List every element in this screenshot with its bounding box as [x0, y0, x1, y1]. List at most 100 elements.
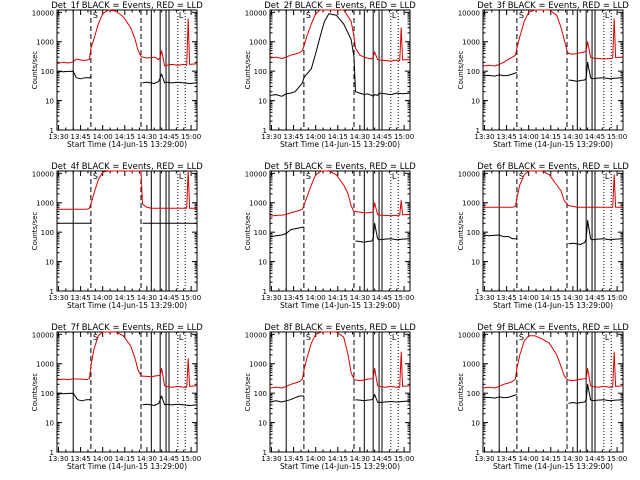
annotation-l: L — [392, 11, 397, 20]
x-tick-label: 15:00 — [607, 294, 627, 302]
plot-frame — [482, 170, 624, 292]
y-tick-label: 1 — [263, 449, 267, 457]
y-tick-label: 1000 — [249, 361, 267, 369]
x-tick-label: 14:30 — [350, 455, 370, 463]
x-tick-label: 14:45 — [372, 133, 392, 141]
x-tick-label: 13:45 — [496, 294, 516, 302]
lld-series-line — [269, 9, 411, 62]
y-tick-label: 1000 — [36, 39, 54, 47]
panel-title: Det_5f BLACK = Events, RED = LLD — [264, 162, 416, 172]
y-tick-label: 1 — [476, 288, 480, 296]
y-tick-label: 100 — [467, 68, 480, 76]
annotation-l: L — [392, 333, 397, 342]
y-axis-label: Counts/sec — [244, 51, 252, 90]
annotation-s: S — [93, 11, 98, 20]
y-tick-label: 10 — [471, 98, 480, 106]
x-axis-label: Start Time (14-Jun-15 13:29:00) — [67, 462, 187, 471]
annotation-l: L — [392, 172, 397, 181]
x-tick-label: 13:45 — [70, 455, 90, 463]
y-tick-label: 10000 — [458, 9, 480, 17]
annotation-l: L — [179, 333, 184, 342]
lld-series-line — [482, 335, 624, 389]
x-axis-label: Start Time (14-Jun-15 13:29:00) — [280, 140, 400, 149]
y-tick-label: 1 — [50, 288, 54, 296]
x-tick-label: 13:45 — [496, 455, 516, 463]
events-series-line — [482, 61, 624, 82]
x-axis-label: Start Time (14-Jun-15 13:29:00) — [67, 140, 187, 149]
panel-title: Det_2f BLACK = Events, RED = LLD — [264, 1, 416, 11]
x-tick-label: 14:00 — [519, 133, 539, 141]
x-tick-label: 15:00 — [394, 133, 414, 141]
y-tick-label: 1 — [476, 449, 480, 457]
annotation-l: L — [179, 172, 184, 181]
x-tick-label: 13:45 — [70, 294, 90, 302]
y-tick-label: 1000 — [462, 200, 480, 208]
y-tick-label: 10000 — [32, 170, 54, 178]
y-axis-label: Counts/sec — [244, 212, 252, 251]
annotation-l: L — [179, 11, 184, 20]
annotation-l: L — [605, 333, 610, 342]
y-tick-label: 1 — [263, 288, 267, 296]
y-tick-label: 1 — [50, 449, 54, 457]
annotation-s: S — [519, 172, 524, 181]
y-axis-label: Counts/sec — [31, 51, 39, 90]
detector-panel: Det_6f BLACK = Events, RED = LLD 1 10 100 10… — [457, 162, 629, 310]
x-tick-label: 13:45 — [283, 294, 303, 302]
annotation-s: S — [93, 172, 98, 181]
y-tick-label: 1000 — [462, 39, 480, 47]
x-tick-label: 14:15 — [115, 133, 135, 141]
x-tick-label: 13:45 — [283, 133, 303, 141]
y-tick-label: 100 — [254, 68, 267, 76]
events-series-line — [269, 13, 411, 97]
x-axis-label: Start Time (14-Jun-15 13:29:00) — [280, 462, 400, 471]
x-tick-label: 14:15 — [328, 294, 348, 302]
x-tick-label: 14:00 — [306, 455, 326, 463]
y-tick-label: 100 — [467, 390, 480, 398]
lld-series-line — [57, 170, 197, 210]
x-tick-label: 14:45 — [585, 133, 605, 141]
detector-panel: Det_5f BLACK = Events, RED = LLD 1 10 100 10… — [244, 162, 416, 310]
x-tick-label: 14:45 — [159, 133, 179, 141]
x-tick-label: 14:30 — [137, 294, 157, 302]
y-axis-label: Counts/sec — [457, 51, 465, 90]
y-axis-label: Counts/sec — [31, 373, 39, 412]
events-series-line — [482, 383, 624, 404]
detector-panel: Det_7f BLACK = Events, RED = LLD 1 10 100 10… — [31, 323, 203, 471]
x-tick-label: 14:30 — [563, 294, 583, 302]
panel-title: Det_8f BLACK = Events, RED = LLD — [264, 323, 416, 333]
x-tick-label: 14:15 — [328, 133, 348, 141]
x-tick-label: 13:30 — [48, 455, 68, 463]
x-tick-label: 13:30 — [48, 294, 68, 302]
y-tick-label: 1 — [476, 127, 480, 135]
x-tick-label: 13:45 — [70, 133, 90, 141]
x-tick-label: 14:15 — [328, 455, 348, 463]
y-tick-label: 10 — [258, 259, 267, 267]
x-tick-label: 14:00 — [93, 294, 113, 302]
y-tick-label: 100 — [254, 229, 267, 237]
y-axis-label: Counts/sec — [457, 373, 465, 412]
x-axis-label: Start Time (14-Jun-15 13:29:00) — [67, 301, 187, 310]
annotation-s: S — [306, 172, 311, 181]
y-tick-label: 100 — [41, 229, 54, 237]
panel-title: Det_1f BLACK = Events, RED = LLD — [51, 1, 203, 11]
annotation-s: S — [306, 11, 311, 20]
y-tick-label: 10000 — [245, 9, 267, 17]
y-tick-label: 10000 — [32, 9, 54, 17]
y-tick-label: 1000 — [249, 200, 267, 208]
y-tick-label: 10 — [471, 259, 480, 267]
events-series-line — [482, 220, 624, 245]
x-tick-label: 14:15 — [115, 455, 135, 463]
x-tick-label: 14:00 — [519, 455, 539, 463]
y-tick-label: 10000 — [245, 331, 267, 339]
y-tick-label: 1 — [263, 127, 267, 135]
panel-title: Det_6f BLACK = Events, RED = LLD — [477, 162, 629, 172]
annotation-s: S — [306, 333, 311, 342]
x-tick-label: 15:00 — [394, 455, 414, 463]
lld-series-line — [482, 9, 624, 67]
x-tick-label: 14:15 — [541, 455, 561, 463]
x-tick-label: 14:45 — [159, 455, 179, 463]
y-tick-label: 10 — [471, 420, 480, 428]
y-tick-label: 10000 — [32, 331, 54, 339]
x-tick-label: 14:15 — [541, 294, 561, 302]
